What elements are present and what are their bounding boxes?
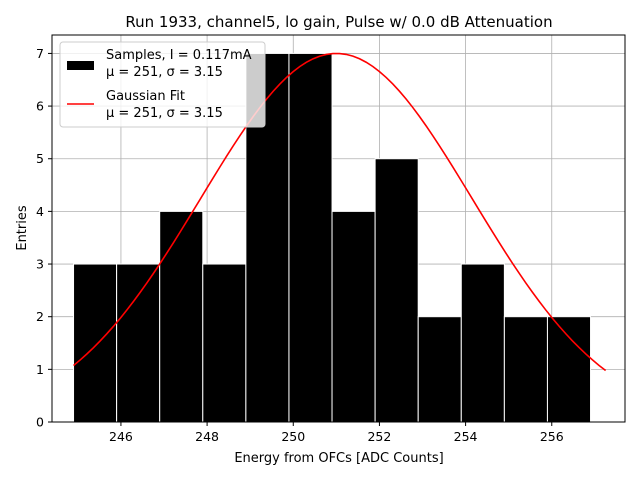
legend-label-fit-line1: Gaussian Fit <box>106 89 185 104</box>
histogram-bar <box>116 263 161 423</box>
histogram-bar <box>73 263 118 423</box>
legend-label-samples-line2: μ = 251, σ = 3.15 <box>106 65 223 80</box>
histogram-bar <box>159 210 204 423</box>
histogram-bar <box>460 263 505 423</box>
chart-title: Run 1933, channel5, lo gain, Pulse w/ 0.… <box>125 13 552 31</box>
plot-frame <box>51 34 626 423</box>
y-tick-label: 5 <box>36 151 44 166</box>
x-axis-label: Energy from OFCs [ADC Counts] <box>234 451 443 466</box>
y-tick-label: 3 <box>36 257 44 272</box>
y-tick-label: 4 <box>36 204 44 219</box>
y-tick-label: 0 <box>36 415 44 430</box>
legend: Samples, I = 0.117mA μ = 251, σ = 3.15 G… <box>59 41 266 128</box>
histogram-bar <box>202 263 247 423</box>
x-tick-label: 254 <box>454 429 478 444</box>
y-tick-label: 7 <box>36 46 44 61</box>
x-tick-label: 250 <box>281 429 305 444</box>
x-tick-label: 252 <box>367 429 391 444</box>
x-tick-label: 248 <box>195 429 219 444</box>
x-tick-label: 246 <box>109 429 133 444</box>
histogram-bar <box>417 316 462 423</box>
legend-swatch-samples <box>67 61 94 70</box>
y-tick-label: 1 <box>36 362 44 377</box>
histogram-bar <box>503 316 548 423</box>
y-axis-ticks: 0 1 2 3 4 5 6 7 <box>36 46 52 430</box>
legend-box <box>59 41 266 128</box>
y-tick-label: 2 <box>36 309 44 324</box>
legend-label-samples-line1: Samples, I = 0.117mA <box>106 48 252 63</box>
x-axis-ticks: 246 248 250 252 254 256 <box>109 422 564 444</box>
x-tick-label: 256 <box>540 429 564 444</box>
histogram-bar <box>374 158 419 423</box>
histogram-bar <box>288 52 333 423</box>
histogram-bar <box>546 316 592 423</box>
y-axis-label: Entries <box>15 205 30 251</box>
histogram-bars <box>73 52 592 423</box>
histogram-bar <box>331 210 376 423</box>
y-tick-label: 6 <box>36 99 44 114</box>
gaussian-fit-line <box>73 52 607 372</box>
legend-label-fit-line2: μ = 251, σ = 3.15 <box>106 106 223 121</box>
